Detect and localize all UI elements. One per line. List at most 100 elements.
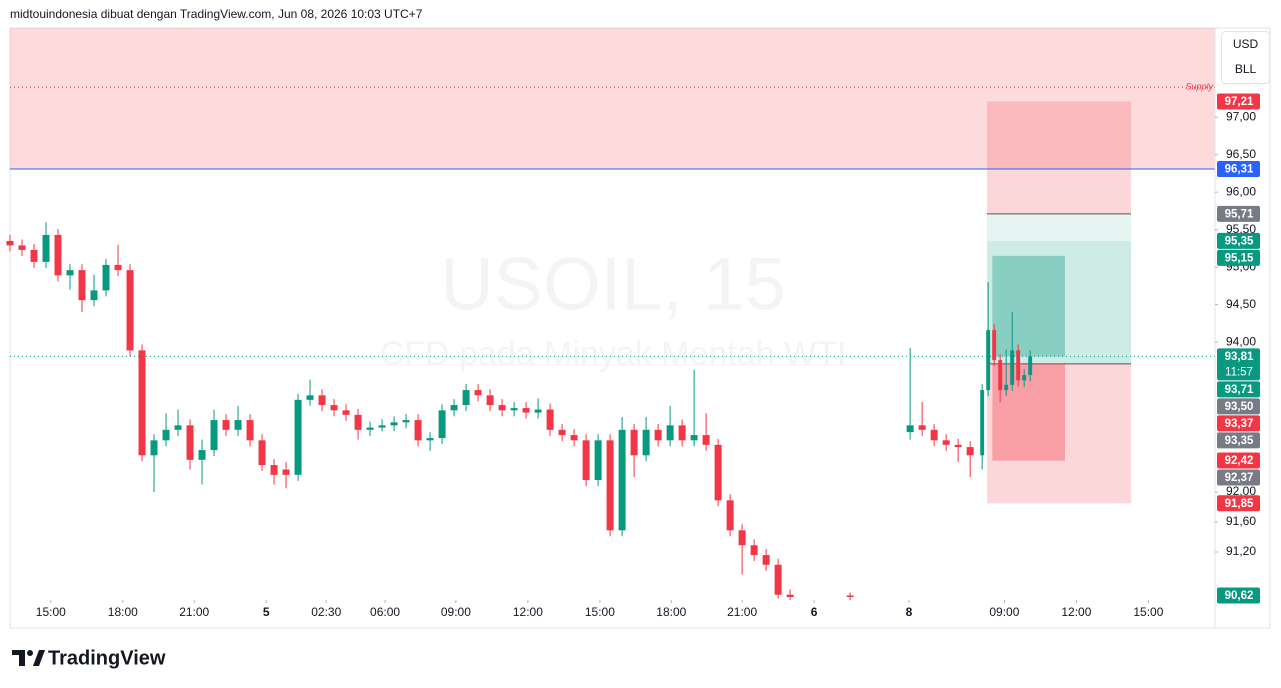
x-tick-label: 02:30 [311, 605, 341, 619]
candle-body [30, 249, 38, 262]
price-badge-label: 90,62 [1225, 590, 1254, 602]
candle-body [282, 469, 290, 475]
x-tick-label: 09:00 [441, 605, 471, 619]
candle-body [510, 408, 518, 411]
candle-body [774, 564, 782, 595]
candle-body [582, 440, 590, 481]
candle-body [618, 429, 626, 531]
candle-body [558, 429, 566, 436]
x-tick-label: 18:00 [656, 605, 686, 619]
price-badge-label: 92,37 [1225, 472, 1254, 484]
y-tick-label: 91,20 [1226, 544, 1256, 558]
candle-body [6, 240, 14, 246]
y-tick-label: 92,00 [1226, 484, 1256, 498]
candle-body [114, 264, 122, 271]
candle-body [138, 350, 146, 456]
candle-body [1010, 350, 1015, 385]
gap-zone [986, 213, 1131, 241]
price-badge [1217, 452, 1260, 469]
candle-body [642, 429, 650, 456]
candle-body [906, 425, 914, 433]
candle-body [198, 450, 206, 460]
price-badge [1217, 495, 1260, 512]
price-badge-label: 95,71 [1225, 208, 1254, 220]
price-badge-label: 93,35 [1225, 435, 1254, 447]
logo-icon [12, 650, 45, 666]
candle-body [1028, 356, 1033, 376]
price-badge [1217, 432, 1260, 449]
candle-body [930, 429, 938, 441]
candle-body [522, 408, 530, 413]
y-tick-label: 96,50 [1226, 147, 1256, 161]
candle-body [294, 399, 302, 475]
candle-body [90, 290, 98, 301]
candle-body [450, 405, 458, 411]
footer-logo: TradingView [48, 647, 166, 669]
candle-body [992, 330, 997, 361]
candle-body [570, 435, 578, 441]
candle-body [942, 440, 950, 445]
x-tick-label: 21:00 [179, 605, 209, 619]
candle-body [174, 425, 182, 430]
y-tick-label: 94,00 [1226, 334, 1256, 348]
supply-zone [10, 28, 1215, 169]
chart-frame [9, 27, 1271, 629]
candle-body [258, 440, 266, 466]
candle-body [462, 390, 470, 406]
x-tick-label: 5 [263, 605, 270, 619]
watermark: USOIL, 15 [440, 243, 786, 326]
candle-body [438, 410, 446, 439]
currency[interactable]: USD [1232, 37, 1259, 51]
candle-body [42, 234, 50, 262]
candle-body [246, 420, 254, 441]
inner-profit [992, 255, 1065, 357]
target-zone [986, 240, 1131, 364]
candle-body [786, 594, 794, 598]
candle-body [354, 414, 362, 430]
x-tick-label: 15:00 [36, 605, 66, 619]
x-tick-label: 15:00 [585, 605, 615, 619]
candle-body [78, 270, 86, 301]
candle-body [390, 422, 398, 426]
x-tick-label: 12:00 [513, 605, 543, 619]
unit[interactable]: BLL [1234, 62, 1257, 76]
candle-body [186, 425, 194, 460]
x-tick-label: 21:00 [727, 605, 757, 619]
candle-body [306, 395, 314, 400]
candle-body [594, 440, 602, 481]
price-badge-label: 93,50 [1225, 401, 1254, 413]
candle-body [234, 420, 242, 430]
price-badge-label: 97,21 [1225, 96, 1254, 108]
candle-body [666, 425, 674, 441]
y-tick-label: 95,50 [1226, 222, 1256, 236]
candle-body [998, 360, 1003, 391]
x-tick-label: 06:00 [370, 605, 400, 619]
stop-zone [986, 363, 1131, 504]
candle-body [498, 405, 506, 411]
price-badge-label: 91,85 [1225, 498, 1254, 510]
candle-body [534, 409, 542, 413]
candle-body [702, 435, 710, 445]
y-tick-label: 94,50 [1226, 297, 1256, 311]
candle-body [918, 425, 926, 430]
candle-body [546, 409, 554, 430]
candle-body [726, 500, 734, 531]
candle-body [738, 530, 746, 546]
candle-body [486, 395, 494, 406]
price-badge-label: 92,42 [1225, 455, 1254, 467]
candle-body [714, 444, 722, 501]
watermark-sub: CFD pada Minyak Mentah WTI [380, 335, 847, 373]
x-tick-label: 09:00 [989, 605, 1019, 619]
candle-body [654, 429, 662, 441]
countdown: 11:57 [1225, 366, 1253, 378]
candle-body [690, 435, 698, 441]
candle-body [402, 420, 410, 423]
candle-body [474, 390, 482, 396]
candle-body [222, 420, 230, 430]
price-badge-label: 93,71 [1225, 384, 1254, 396]
candle-body [378, 425, 386, 428]
unit-box[interactable]: USD BLL [1221, 31, 1270, 84]
price-badge [1217, 249, 1260, 266]
price-badge-label: 93,81 [1225, 351, 1254, 363]
